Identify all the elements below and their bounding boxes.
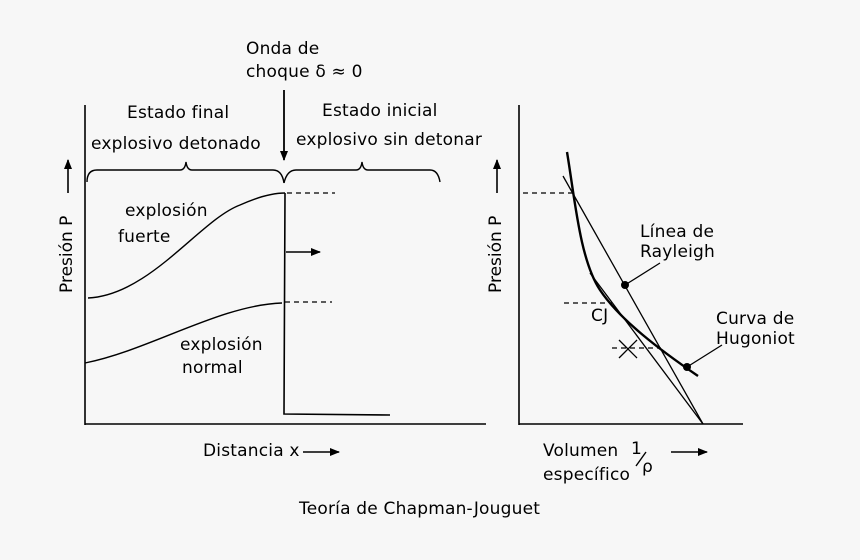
hugoniot-label-1: Curva de: [716, 309, 795, 329]
right-y-axis-label: Presión P: [486, 215, 506, 293]
strong-explosion-curve: [87, 192, 286, 299]
final-state-brace: [86, 161, 285, 184]
fraction-numerator: 1: [631, 439, 643, 459]
hugoniot-label-2: Hugoniot: [716, 329, 795, 349]
cj-label: CJ: [591, 306, 609, 326]
left-x-axis-label: Distancia x: [203, 441, 300, 461]
rayleigh-label-2: Rayleigh: [640, 242, 715, 262]
rayleigh-label-1: Línea de: [640, 222, 715, 242]
shock-front: [283, 192, 391, 416]
strong-explosion-label-2: fuerte: [118, 227, 171, 247]
shock-wave-label-2: choque δ ≈ 0: [246, 62, 363, 82]
hugoniot-curve: [565, 151, 699, 377]
shock-wave-label-1: Onda de: [246, 39, 320, 59]
right-axes: [518, 105, 743, 425]
initial-state-brace: [283, 161, 441, 184]
right-x-axis-label-1: Volumen: [543, 441, 619, 461]
cross-mark: [618, 339, 638, 359]
fraction-denominator: ρ: [642, 457, 653, 477]
strong-explosion-label-1: explosión: [125, 201, 208, 221]
fraction-slash: [635, 451, 647, 467]
final-state-label-2: explosivo detonado: [91, 134, 261, 154]
diagram-title: Teoría de Chapman-Jouguet: [299, 499, 541, 519]
right-x-axis-label-2: específico: [543, 465, 631, 485]
initial-state-label-1: Estado inicial: [322, 101, 438, 121]
left-axes: [84, 105, 486, 425]
final-state-label-1: Estado final: [127, 103, 230, 123]
left-y-axis-label: Presión P: [57, 215, 77, 293]
initial-state-label-2: explosivo sin detonar: [296, 130, 483, 150]
rayleigh-line: [562, 175, 704, 425]
normal-explosion-label-1: explosión: [180, 335, 263, 355]
normal-explosion-curve: [84, 302, 283, 364]
normal-explosion-label-2: normal: [182, 358, 243, 378]
cj-tangent-line: [589, 272, 704, 425]
